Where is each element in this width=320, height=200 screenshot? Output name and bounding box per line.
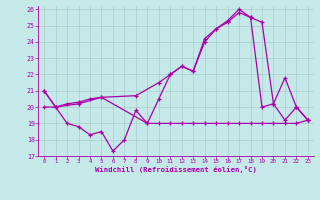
X-axis label: Windchill (Refroidissement éolien,°C): Windchill (Refroidissement éolien,°C) bbox=[95, 166, 257, 173]
